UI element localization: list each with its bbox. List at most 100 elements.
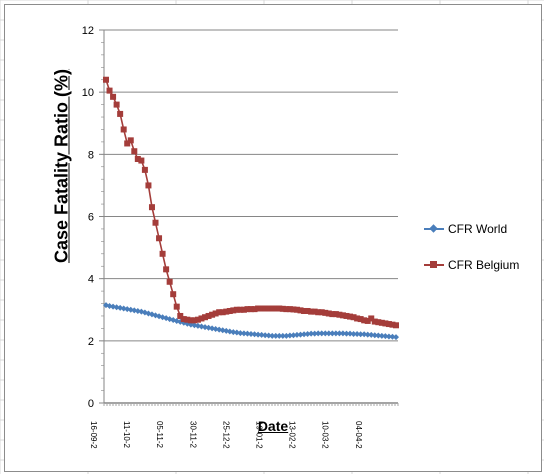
data-point-belgium bbox=[173, 303, 180, 310]
data-point-belgium bbox=[180, 316, 187, 323]
data-point-world bbox=[329, 330, 336, 337]
chart-area[interactable] bbox=[4, 4, 542, 472]
data-point-belgium bbox=[166, 278, 173, 285]
data-point-belgium bbox=[209, 311, 216, 318]
data-point-belgium bbox=[148, 204, 155, 211]
legend: CFR World CFR Belgium bbox=[424, 218, 536, 290]
data-point-world bbox=[297, 331, 304, 338]
data-point-belgium bbox=[184, 316, 191, 323]
data-point-belgium bbox=[138, 157, 145, 164]
data-point-belgium bbox=[393, 322, 399, 329]
data-point-belgium bbox=[152, 219, 159, 226]
data-point-world bbox=[240, 330, 247, 337]
data-point-belgium bbox=[315, 309, 322, 316]
data-point-belgium bbox=[322, 309, 329, 316]
data-point-world bbox=[237, 330, 244, 337]
legend-swatch-belgium bbox=[424, 260, 444, 270]
data-point-world bbox=[385, 333, 392, 340]
legend-swatch-world bbox=[424, 224, 444, 234]
data-point-belgium bbox=[145, 182, 152, 189]
data-point-belgium bbox=[297, 307, 304, 314]
data-point-belgium bbox=[216, 309, 223, 316]
data-point-belgium bbox=[127, 137, 134, 144]
data-point-world bbox=[389, 333, 396, 340]
data-point-belgium bbox=[244, 306, 251, 313]
data-point-belgium bbox=[329, 311, 336, 318]
data-point-belgium bbox=[385, 321, 392, 328]
data-point-world bbox=[251, 331, 258, 338]
data-point-belgium bbox=[230, 307, 237, 314]
data-point-world bbox=[322, 330, 329, 337]
data-point-belgium bbox=[389, 321, 396, 328]
data-point-world bbox=[311, 330, 318, 337]
data-point-belgium bbox=[308, 308, 315, 315]
data-point-world bbox=[343, 330, 350, 337]
data-point-belgium bbox=[368, 315, 375, 322]
data-point-belgium bbox=[272, 305, 279, 312]
data-point-belgium bbox=[325, 310, 332, 317]
data-point-belgium bbox=[202, 314, 209, 321]
data-point-belgium bbox=[124, 140, 131, 147]
y-tick-label: 0 bbox=[88, 398, 94, 410]
data-point-belgium bbox=[301, 307, 308, 314]
x-tick-label: 19-01-2 bbox=[255, 421, 264, 449]
data-point-belgium bbox=[198, 315, 205, 322]
data-point-world bbox=[315, 330, 322, 337]
data-point-belgium bbox=[318, 309, 325, 316]
data-point-belgium bbox=[191, 317, 198, 324]
y-tick-label: 2 bbox=[88, 336, 94, 348]
data-point-world bbox=[393, 334, 399, 341]
data-point-belgium bbox=[113, 101, 120, 108]
data-point-world bbox=[255, 331, 262, 338]
data-point-world bbox=[364, 331, 371, 338]
data-point-belgium bbox=[141, 166, 148, 173]
data-point-belgium bbox=[233, 306, 240, 313]
data-point-belgium bbox=[262, 305, 269, 312]
data-point-belgium bbox=[134, 155, 141, 162]
data-point-belgium bbox=[276, 305, 283, 312]
data-point-world bbox=[304, 330, 311, 337]
data-point-world bbox=[258, 331, 265, 338]
x-tick-label: 25-12-2 bbox=[221, 421, 230, 449]
data-point-world bbox=[382, 333, 389, 340]
y-tick-label: 12 bbox=[82, 25, 94, 37]
data-point-world bbox=[378, 332, 385, 339]
data-point-belgium bbox=[163, 266, 170, 273]
data-point-world bbox=[347, 330, 354, 337]
data-point-belgium bbox=[375, 319, 382, 326]
data-point-world bbox=[293, 331, 300, 338]
data-point-belgium bbox=[212, 310, 219, 317]
x-tick-label: 30-11-2 bbox=[188, 421, 197, 449]
data-point-belgium bbox=[226, 307, 233, 314]
data-point-belgium bbox=[170, 291, 177, 298]
data-point-world bbox=[283, 332, 290, 339]
data-point-world bbox=[361, 331, 368, 338]
data-point-belgium bbox=[336, 311, 343, 318]
data-point-belgium bbox=[354, 315, 361, 322]
y-tick-label: 10 bbox=[82, 87, 94, 99]
data-point-world bbox=[279, 332, 286, 339]
data-point-belgium bbox=[279, 305, 286, 312]
y-tick-label: 8 bbox=[88, 149, 94, 161]
data-point-belgium bbox=[251, 306, 258, 313]
data-point-belgium bbox=[110, 93, 117, 100]
legend-item-world: CFR World bbox=[424, 218, 536, 240]
x-tick-label: 10-03-2 bbox=[321, 421, 330, 449]
data-point-world bbox=[371, 332, 378, 339]
data-point-belgium bbox=[248, 306, 254, 313]
data-point-belgium bbox=[237, 306, 244, 313]
data-point-belgium bbox=[371, 318, 378, 325]
data-point-world bbox=[336, 330, 343, 337]
data-point-belgium bbox=[364, 317, 371, 324]
x-tick-label: 13-02-2 bbox=[288, 421, 297, 449]
y-tick-label: 6 bbox=[88, 212, 94, 224]
data-point-belgium bbox=[304, 307, 311, 314]
data-point-belgium bbox=[311, 308, 318, 315]
data-point-belgium bbox=[205, 312, 212, 319]
data-point-belgium bbox=[378, 319, 385, 326]
y-axis-title: Case Fatality Ratio (%) bbox=[51, 68, 72, 264]
data-point-world bbox=[325, 330, 332, 337]
data-point-world bbox=[248, 330, 254, 337]
data-point-belgium bbox=[286, 306, 293, 313]
